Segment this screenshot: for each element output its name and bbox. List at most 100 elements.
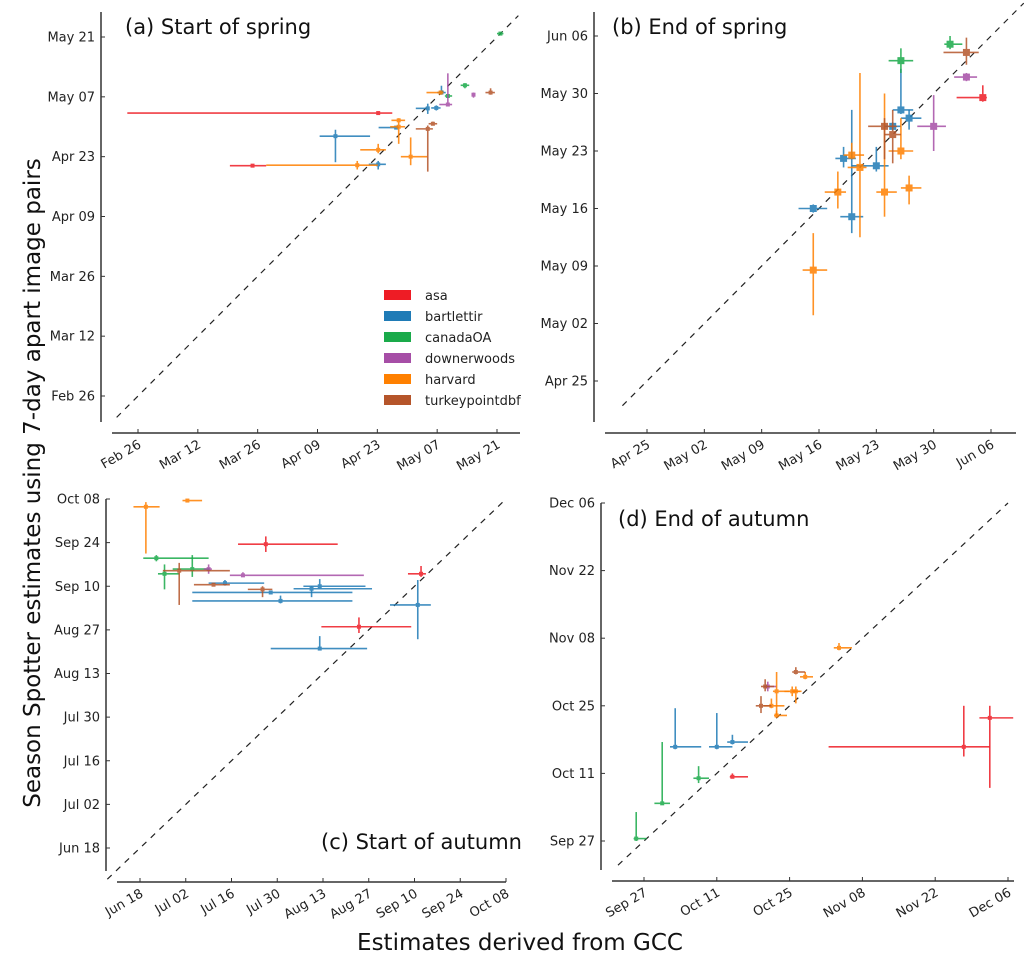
marker bbox=[333, 134, 338, 139]
data-point-canadaOA bbox=[944, 36, 963, 50]
data-point-asa bbox=[407, 565, 426, 577]
data-point-harvard bbox=[360, 143, 386, 154]
marker bbox=[419, 571, 424, 576]
y-tick-label: Aug 27 bbox=[54, 623, 100, 638]
panel-title: (a) Start of spring bbox=[125, 15, 311, 39]
marker bbox=[396, 124, 401, 129]
one-to-one-line bbox=[617, 502, 1009, 866]
marker bbox=[190, 567, 195, 572]
data-point-harvard bbox=[802, 233, 828, 316]
marker bbox=[278, 598, 283, 603]
y-tick-label: May 21 bbox=[47, 31, 95, 46]
y-tick-label: Feb 26 bbox=[51, 390, 95, 405]
marker bbox=[930, 122, 938, 130]
x-tick-label: Mar 12 bbox=[157, 437, 204, 473]
data-point-asa bbox=[828, 705, 990, 757]
x-tick-label: Dec 06 bbox=[967, 885, 1014, 921]
data-point-bartlettir bbox=[900, 109, 922, 130]
data-point-harvard bbox=[391, 118, 406, 123]
marker bbox=[143, 504, 148, 509]
marker bbox=[438, 90, 443, 95]
x-tick-label: May 07 bbox=[394, 437, 443, 474]
legend: asa bartlettir canadaOA downerwoods harvard t… bbox=[384, 289, 521, 409]
x-tick-label: Sep 27 bbox=[603, 885, 650, 921]
x-tick-label: Apr 09 bbox=[279, 437, 324, 472]
data-point-turkeypointdbf bbox=[193, 582, 230, 587]
data-point-harvard bbox=[426, 90, 444, 95]
panel-title: (c) Start of autumn bbox=[321, 830, 522, 854]
data-point-turkeypointdbf bbox=[162, 562, 230, 605]
marker bbox=[211, 582, 216, 587]
y-tick-label: Jun 06 bbox=[546, 30, 588, 45]
marker bbox=[471, 92, 476, 97]
marker bbox=[962, 73, 970, 81]
x-tick-label: May 02 bbox=[662, 437, 711, 474]
data-point-turkeypointdbf bbox=[428, 121, 438, 126]
data-point-asa bbox=[238, 536, 338, 552]
x-tick-label: Aug 27 bbox=[327, 886, 374, 922]
marker bbox=[696, 776, 701, 781]
y-tick-label: Oct 11 bbox=[552, 767, 595, 782]
data-point-harvard bbox=[774, 710, 787, 718]
x-tick-label: Oct 11 bbox=[678, 885, 723, 920]
y-tick-label: May 07 bbox=[47, 90, 95, 105]
y-tick-label: Sep 27 bbox=[550, 835, 595, 850]
y-tick-label: Sep 10 bbox=[55, 580, 100, 595]
marker bbox=[222, 581, 227, 586]
data-point-asa bbox=[979, 705, 1014, 788]
marker bbox=[430, 121, 435, 126]
data-point-turkeypointdbf bbox=[415, 125, 433, 172]
legend-swatch bbox=[384, 395, 411, 405]
data-point-downerwoods bbox=[229, 572, 364, 578]
data-point-downerwoods bbox=[471, 92, 476, 98]
y-tick-label: Apr 25 bbox=[545, 375, 588, 390]
marker bbox=[897, 147, 905, 155]
marker bbox=[872, 162, 880, 170]
legend-item-turkeypointdbf: turkeypointdbf bbox=[384, 394, 521, 409]
x-tick-label: Nov 22 bbox=[894, 885, 941, 921]
y-tick-label: May 09 bbox=[540, 260, 588, 275]
legend-label: asa bbox=[425, 289, 448, 304]
marker bbox=[240, 573, 245, 578]
data-point-downerwoods bbox=[917, 95, 946, 151]
marker bbox=[946, 40, 954, 48]
marker bbox=[673, 744, 678, 749]
x-tick-label: Oct 25 bbox=[751, 885, 796, 920]
data-point-bartlettir bbox=[709, 713, 733, 750]
data-point-downerwoods bbox=[439, 73, 453, 107]
data-point-harvard bbox=[133, 502, 160, 554]
data-point-bartlettir bbox=[415, 103, 430, 114]
x-tick-label: Jun 18 bbox=[102, 886, 146, 920]
y-tick-label: Apr 09 bbox=[52, 210, 95, 225]
data-point-bartlettir bbox=[192, 595, 353, 604]
marker bbox=[834, 188, 842, 196]
marker bbox=[317, 584, 322, 589]
y-tick-label: May 30 bbox=[540, 87, 588, 102]
marker bbox=[154, 556, 159, 561]
legend-swatch bbox=[384, 311, 411, 321]
marker bbox=[462, 83, 467, 88]
data-point-harvard bbox=[792, 686, 802, 704]
y-tick-label: Aug 13 bbox=[54, 667, 100, 682]
marker bbox=[881, 122, 889, 130]
y-tick-label: Dec 06 bbox=[549, 497, 595, 512]
x-tick-label: May 30 bbox=[891, 437, 940, 474]
marker bbox=[498, 31, 503, 36]
legend-label: turkeypointdbf bbox=[425, 394, 521, 409]
legend-label: downerwoods bbox=[425, 352, 515, 367]
marker bbox=[355, 163, 360, 168]
marker bbox=[759, 703, 763, 708]
legend-item-downerwoods: downerwoods bbox=[384, 352, 515, 367]
marker bbox=[962, 48, 970, 56]
marker bbox=[177, 568, 182, 573]
marker bbox=[488, 90, 493, 95]
legend-label: harvard bbox=[425, 373, 476, 388]
data-point-canadaOA bbox=[633, 812, 647, 841]
marker bbox=[897, 106, 905, 114]
marker bbox=[415, 602, 420, 607]
marker bbox=[848, 151, 856, 159]
data-point-turkeypointdbf bbox=[761, 679, 774, 692]
marker bbox=[897, 57, 905, 65]
y-tick-label: Jul 30 bbox=[63, 711, 100, 726]
